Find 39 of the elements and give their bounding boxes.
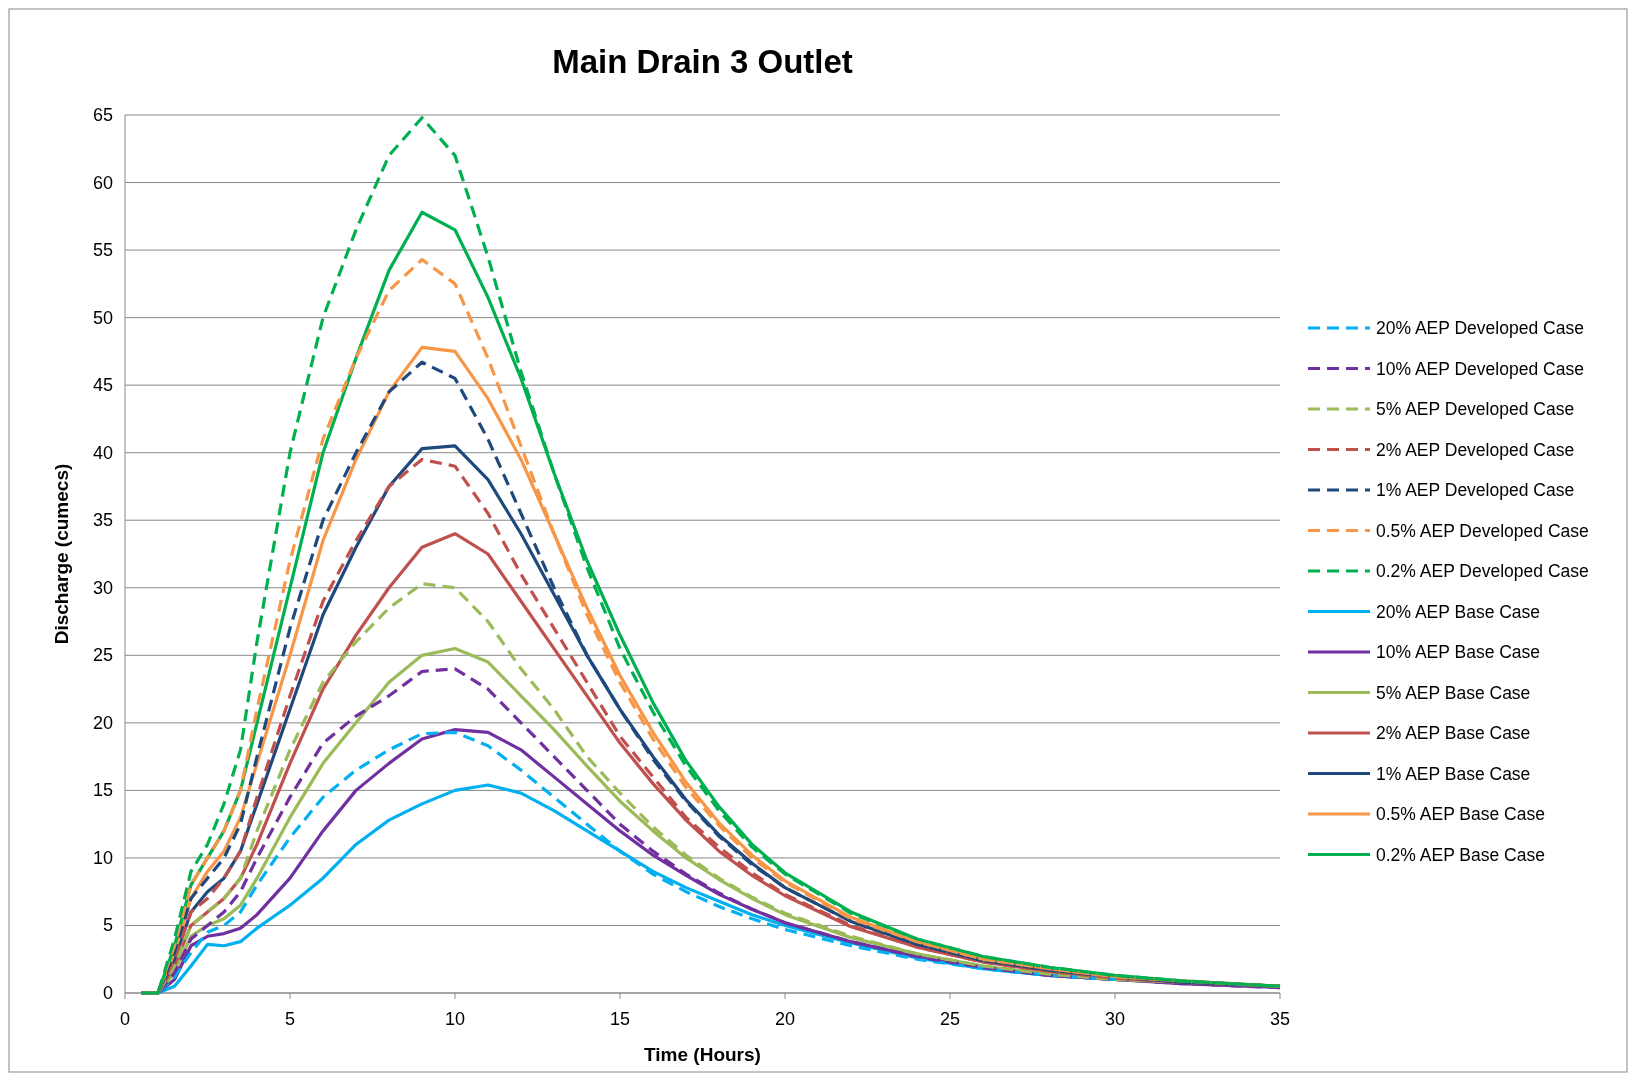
legend-label: 2% AEP Developed Case	[1376, 439, 1575, 460]
x-axis-title: Time (Hours)	[644, 1044, 761, 1065]
legend-label: 5% AEP Base Case	[1376, 682, 1531, 703]
x-tick-label: 25	[939, 1009, 961, 1029]
y-tick-label: 60	[92, 172, 113, 193]
y-tick-label: 30	[92, 577, 113, 598]
x-tick-label: 35	[1269, 1009, 1291, 1029]
legend-label: 20% AEP Developed Case	[1376, 318, 1584, 338]
x-tick-label: 5	[284, 1009, 296, 1029]
y-tick-label: 10	[92, 847, 113, 868]
legend-label: 0.2% AEP Base Case	[1376, 844, 1545, 865]
chart-title: Main Drain 3 Outlet	[552, 43, 853, 80]
y-tick-label: 5	[102, 915, 113, 936]
y-axis-title: Discharge (cumecs)	[51, 463, 72, 645]
y-tick-label: 40	[92, 442, 113, 463]
legend-label: 5% AEP Developed Case	[1376, 399, 1575, 419]
y-tick-label: 45	[92, 375, 113, 396]
y-tick-label: 65	[92, 105, 113, 125]
x-tick-label: 15	[609, 1009, 631, 1029]
y-tick-label: 0	[102, 983, 113, 1003]
legend-label: 0.5% AEP Base Case	[1376, 804, 1545, 824]
x-tick-label: 10	[444, 1009, 466, 1029]
x-tick-label: 20	[774, 1009, 796, 1029]
y-tick-label: 50	[92, 307, 113, 328]
legend-label: 1% AEP Base Case	[1376, 763, 1531, 784]
legend-label: 2% AEP Base Case	[1376, 723, 1531, 743]
y-tick-label: 25	[92, 645, 113, 666]
y-tick-label: 15	[92, 780, 113, 801]
y-tick-label: 35	[92, 510, 113, 531]
legend-label: 10% AEP Developed Case	[1376, 358, 1584, 379]
y-tick-label: 20	[92, 712, 113, 733]
legend-label: 10% AEP Base Case	[1376, 642, 1541, 662]
x-tick-label: 30	[1104, 1009, 1126, 1029]
legend-label: 1% AEP Developed Case	[1376, 480, 1575, 500]
x-tick-label: 0	[119, 1009, 131, 1029]
y-tick-label: 55	[92, 240, 113, 261]
legend-label: 20% AEP Base Case	[1376, 601, 1541, 622]
legend-label: 0.2% AEP Developed Case	[1376, 561, 1589, 581]
legend-label: 0.5% AEP Developed Case	[1376, 520, 1589, 541]
